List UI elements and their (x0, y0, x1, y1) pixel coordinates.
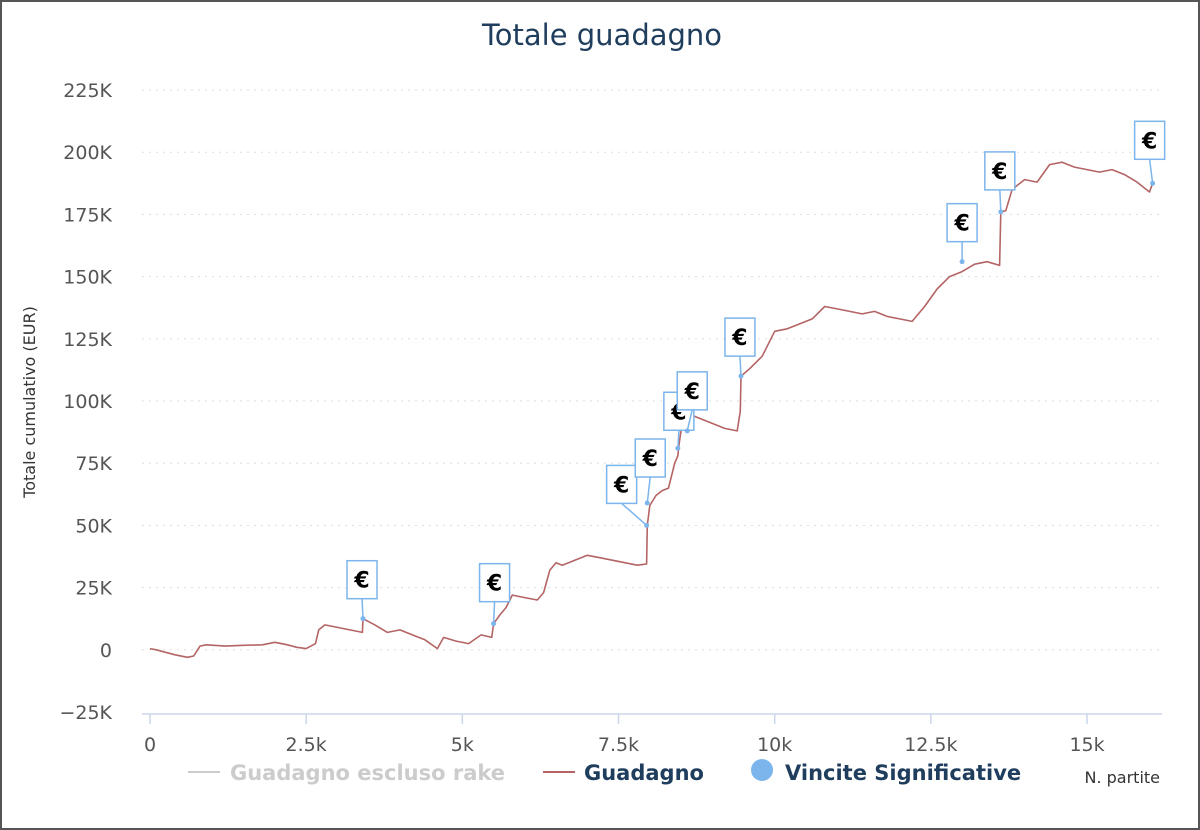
win-point (360, 616, 366, 622)
euro-icon: € (1141, 129, 1157, 154)
y-tick-label: 150K (63, 267, 112, 289)
win-flag[interactable]: € (634, 438, 667, 506)
x-tick-label: 2.5k (286, 734, 327, 756)
legend-marker-vincite (751, 759, 773, 781)
y-tick-label: 175K (63, 204, 112, 226)
flag-stem (492, 601, 496, 624)
y-tick-label: 50K (75, 515, 112, 537)
y-tick-label: 0 (100, 640, 112, 662)
win-flag[interactable]: € (946, 202, 978, 265)
euro-icon: € (684, 380, 700, 405)
x-tick-label: 0 (144, 734, 156, 756)
flag-box (724, 317, 756, 357)
win-point (998, 209, 1004, 215)
win-flag[interactable]: € (984, 151, 1016, 215)
significant-wins-markers[interactable]: € €€€€€€€€€ (346, 120, 1166, 627)
flag-box (478, 562, 511, 603)
flag-box (984, 151, 1016, 191)
win-point (684, 428, 690, 434)
win-point (1150, 180, 1156, 186)
x-tick-label: 10k (757, 734, 792, 756)
x-tick-label: 5k (451, 734, 474, 756)
flag-stem (1148, 159, 1154, 184)
win-flag[interactable]: € (605, 464, 650, 528)
legend-label-guadagno[interactable]: Guadagno (584, 761, 704, 785)
x-tick-label: 12.5k (904, 734, 957, 756)
y-tick-label: 100K (63, 391, 112, 413)
grid-lines (142, 89, 1162, 651)
euro-icon: € (642, 447, 658, 472)
win-flag[interactable]: € (346, 559, 378, 622)
euro-icon: € (353, 569, 369, 594)
y-tick-label: 25K (75, 578, 112, 600)
y-tick-label: −25K (59, 702, 112, 724)
y-tick-label: 125K (63, 329, 112, 351)
win-point (644, 522, 650, 528)
flag-box (946, 202, 978, 243)
y-axis-label: Totale cumulativo (EUR) (20, 306, 39, 499)
flag-box (676, 371, 708, 411)
x-tick-label: 7.5k (598, 734, 639, 756)
win-flag[interactable]: € (1133, 120, 1166, 186)
legend: Guadagno escluso rake Guadagno Vincite Sig… (188, 759, 1021, 785)
win-point (738, 373, 744, 379)
flag-box (634, 438, 667, 478)
win-flag[interactable]: € (724, 317, 756, 379)
x-axis-label: N. partite (1084, 768, 1160, 787)
flag-stem (686, 409, 693, 432)
flag-stem (361, 598, 364, 619)
series-layer (149, 161, 1154, 659)
win-flag[interactable]: € (478, 562, 511, 627)
legend-label-escluso-rake[interactable]: Guadagno escluso rake (230, 761, 505, 785)
flag-stem (621, 502, 648, 526)
axes: −25K 0 25K 50K 75K 100K 125K 150K 175K 200K 225K 0 2… (59, 80, 1162, 756)
flag-stem (646, 476, 651, 504)
win-point (491, 621, 497, 627)
euro-icon: € (486, 572, 502, 597)
win-point (959, 259, 965, 265)
y-tick-label: 200K (63, 142, 112, 164)
y-tick-label: 225K (63, 80, 112, 102)
flag-box (1133, 120, 1166, 161)
flag-stem (999, 189, 1002, 212)
euro-icon: € (731, 326, 747, 351)
euro-icon: € (991, 160, 1007, 185)
x-tick-label: 15k (1069, 734, 1104, 756)
y-tick-label: 75K (75, 453, 112, 475)
flag-box (605, 464, 638, 505)
win-point (644, 500, 650, 506)
chart-title: Totale guadagno (481, 18, 722, 52)
win-point (675, 445, 681, 451)
legend-label-vincite[interactable]: Vincite Significative (785, 761, 1021, 785)
euro-icon: € (613, 473, 629, 498)
euro-icon: € (953, 212, 969, 237)
flag-box (346, 559, 378, 600)
flag-stem (739, 356, 742, 377)
win-flag[interactable]: € (676, 371, 708, 434)
series-line-guadagno (149, 161, 1154, 659)
flag-stem (677, 430, 680, 449)
